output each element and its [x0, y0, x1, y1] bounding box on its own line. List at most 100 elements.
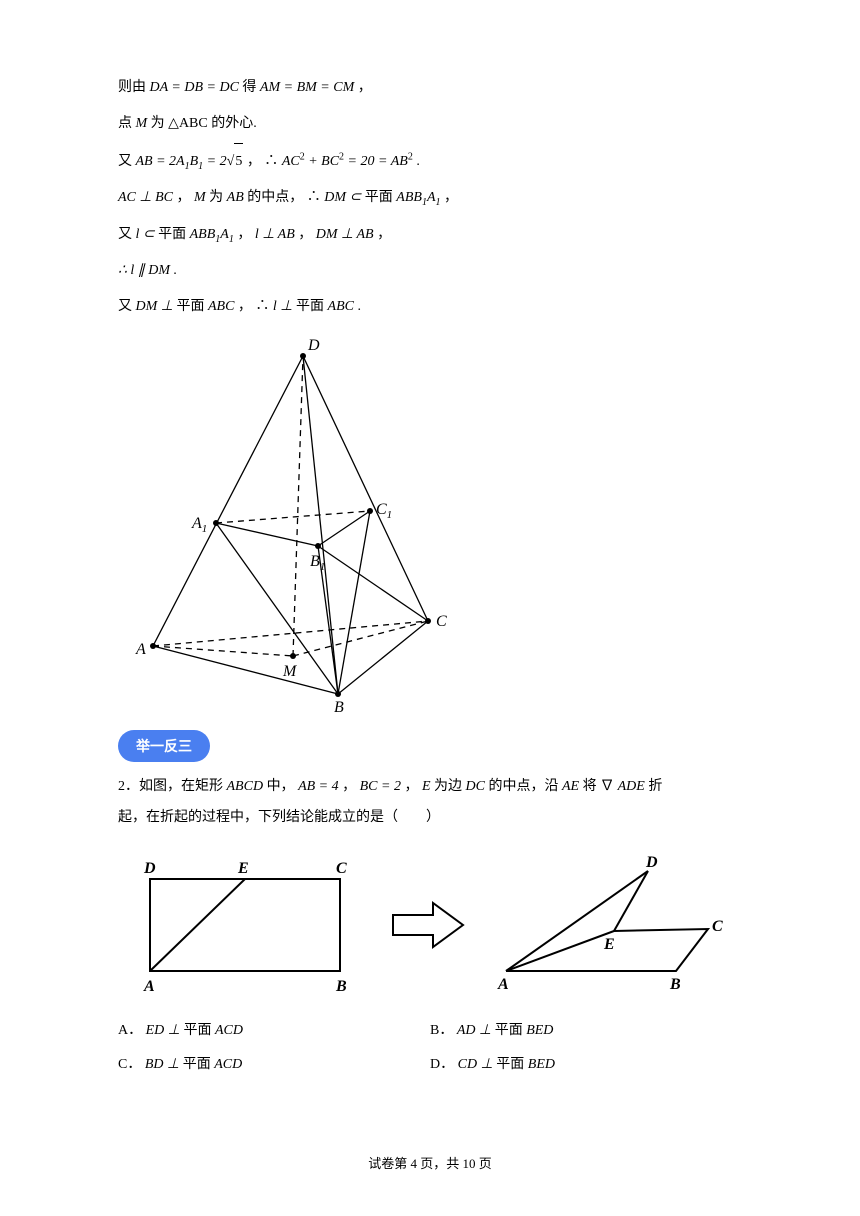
text: 为	[209, 190, 227, 205]
page-footer: 试卷第 4 页，共 10 页	[0, 1153, 860, 1172]
text: 平面	[176, 299, 208, 314]
math: DC	[466, 779, 485, 794]
math: l ⊥	[273, 299, 296, 314]
math: ACD	[214, 1057, 242, 1072]
text: ，	[404, 779, 418, 794]
math: l ⊥ AB	[255, 227, 295, 242]
fold-diagram-icon: D E C A B D E C A	[118, 851, 738, 1001]
option-A: A． ED ⊥ 平面 ACD	[118, 1019, 430, 1039]
option-B: B． AD ⊥ 平面 BED	[430, 1019, 742, 1039]
text: 平面	[495, 1023, 527, 1038]
math: CD ⊥	[458, 1057, 497, 1072]
text: 得	[242, 80, 260, 95]
question-2-line-1: 2．如图，在矩形 ABCD 中， AB = 4 ， BC = 2 ， E 为边 …	[118, 772, 742, 803]
math: ED ⊥	[146, 1023, 184, 1038]
text: 则由	[118, 80, 150, 95]
text: 又	[118, 227, 136, 242]
variation-badge: 举一反三	[118, 730, 210, 762]
text: ，	[237, 227, 255, 242]
text: 平面	[496, 1057, 528, 1072]
text: 又	[118, 154, 136, 169]
math: AB = 4	[298, 779, 339, 794]
text: ，	[377, 227, 391, 242]
text: 将	[583, 779, 601, 794]
math: DA = DB = DC	[150, 80, 239, 95]
footer-text: 页，共	[417, 1156, 463, 1171]
text: 的外心.	[211, 116, 257, 131]
math: DM ⊥ AB	[316, 227, 374, 242]
math: △ABC	[168, 116, 208, 131]
option-D: D． CD ⊥ 平面 BED	[430, 1053, 742, 1073]
text: 的中点， ∴	[247, 190, 324, 205]
label-A: A	[143, 978, 155, 995]
geometry-diagram-icon: D A1 C1 B1 A C M B	[118, 336, 468, 716]
proof-line-2: 点 M 为 △ABC 的外心.	[118, 106, 742, 142]
text: 平面	[158, 227, 190, 242]
figure-1: D A1 C1 B1 A C M B	[118, 336, 742, 716]
label-M: M	[282, 663, 298, 680]
math: ABC	[328, 299, 354, 314]
text: 平面	[296, 299, 328, 314]
text: 平面	[365, 190, 397, 205]
text: 2．如图，在矩形	[118, 779, 227, 794]
proof-line-6: ∴ l ∥ DM .	[118, 253, 742, 289]
label-C: C	[336, 860, 347, 877]
text: 又	[118, 299, 136, 314]
math: AC ⊥ BC	[118, 190, 173, 205]
footer-text: 试卷第	[368, 1156, 410, 1171]
text: 平面	[183, 1057, 215, 1072]
text: ∇	[600, 779, 614, 794]
label-E: E	[237, 860, 249, 877]
math: AB	[227, 190, 244, 205]
math: M	[194, 190, 206, 205]
label-B: B	[334, 699, 344, 716]
math: ADE	[618, 779, 645, 794]
math: M	[136, 116, 148, 131]
text: ， ∴	[247, 154, 282, 169]
math: BED	[526, 1023, 553, 1038]
proof-line-1: 则由 DA = DB = DC 得 AM = BM = CM ，	[118, 70, 742, 106]
text: 折	[648, 779, 662, 794]
text: .	[416, 154, 420, 169]
label-C2: C	[712, 918, 723, 935]
math: DM ⊂	[324, 190, 365, 205]
option-label: C．	[118, 1057, 141, 1072]
proof-line-7: 又 DM ⊥ 平面 ABC ， ∴ l ⊥ 平面 ABC .	[118, 289, 742, 325]
math: E	[422, 779, 431, 794]
label-D: D	[307, 337, 320, 354]
math: BC = 2	[360, 779, 401, 794]
text: ， ∴	[238, 299, 273, 314]
math: AE	[562, 779, 579, 794]
text: 点	[118, 116, 136, 131]
proof-line-5: 又 l ⊂ 平面 ABB1A1 ， l ⊥ AB ， DM ⊥ AB ，	[118, 217, 742, 253]
label-C: C	[436, 613, 447, 630]
text: ，	[176, 190, 194, 205]
proof-line-4: AC ⊥ BC ， M 为 AB 的中点， ∴ DM ⊂ 平面 ABB1A1 ，	[118, 180, 742, 216]
question-2-line-2: 起，在折起的过程中，下列结论能成立的是（ ）	[118, 803, 742, 834]
label-D: D	[143, 860, 156, 877]
figure-2: D E C A B D E C A	[118, 851, 742, 1001]
text: 平面	[183, 1023, 215, 1038]
math: AM = BM = CM	[260, 80, 354, 95]
options-grid: A． ED ⊥ 平面 ACD B． AD ⊥ 平面 BED C． BD ⊥ 平面…	[118, 1019, 742, 1073]
math: ACD	[215, 1023, 243, 1038]
math: BD ⊥	[145, 1057, 183, 1072]
label-E2: E	[603, 936, 615, 953]
text: .	[357, 299, 361, 314]
total-pages: 10	[463, 1156, 476, 1171]
option-label: A．	[118, 1023, 142, 1038]
text: 为	[151, 116, 169, 131]
label-B1: B1	[310, 553, 325, 573]
option-C: C． BD ⊥ 平面 ACD	[118, 1053, 430, 1073]
text: ，	[358, 80, 372, 95]
text: 为边	[434, 779, 466, 794]
math: B	[190, 154, 199, 169]
option-label: D．	[430, 1057, 454, 1072]
label-A1: A1	[191, 515, 207, 535]
math: ∴ l ∥ DM .	[118, 263, 177, 278]
label-D2: D	[645, 854, 658, 871]
label-A: A	[135, 641, 146, 658]
label-B2: B	[669, 976, 681, 993]
math: ABCD	[227, 779, 264, 794]
sqrt-value: 5	[234, 143, 243, 180]
